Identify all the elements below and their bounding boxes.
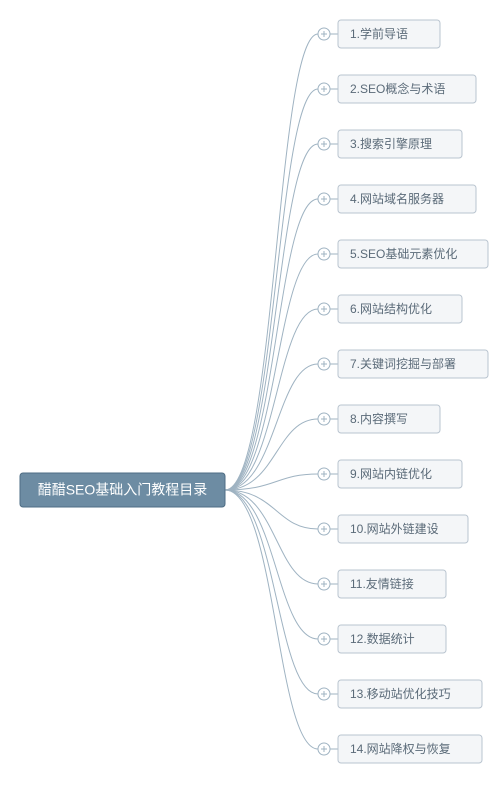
expand-icon[interactable] (318, 633, 330, 645)
expand-icon[interactable] (318, 138, 330, 150)
child-node-label: 14.网站降权与恢复 (350, 742, 451, 756)
child-node[interactable]: 9.网站内链优化 (338, 460, 462, 488)
connector (225, 490, 318, 749)
connector (225, 490, 318, 694)
child-node-label: 3.搜索引擎原理 (350, 136, 432, 151)
expand-icon[interactable] (318, 578, 330, 590)
connector (225, 490, 318, 584)
expand-icon[interactable] (318, 523, 330, 535)
root-node-label: 醋醋SEO基础入门教程目录 (38, 482, 208, 498)
expand-icon[interactable] (318, 28, 330, 40)
expand-icon[interactable] (318, 358, 330, 370)
child-node[interactable]: 12.数据统计 (338, 625, 446, 653)
child-node-label: 6.网站结构优化 (350, 301, 432, 316)
expand-icon[interactable] (318, 303, 330, 315)
connector (225, 490, 318, 639)
child-node-label: 12.数据统计 (350, 631, 415, 646)
mindmap-diagram: 醋醋SEO基础入门教程目录 1.学前导语 2.SEO概念与术语 3.搜索引擎原理 4.网… (0, 0, 500, 793)
connector (225, 364, 318, 490)
connector (225, 309, 318, 490)
child-node[interactable]: 14.网站降权与恢复 (338, 735, 482, 763)
child-node[interactable]: 8.内容撰写 (338, 405, 440, 433)
child-node-label: 8.内容撰写 (350, 411, 408, 426)
child-node[interactable]: 1.学前导语 (338, 20, 440, 48)
connector (225, 254, 318, 490)
expand-icon[interactable] (318, 248, 330, 260)
expand-icon[interactable] (318, 743, 330, 755)
root-node[interactable]: 醋醋SEO基础入门教程目录 (20, 473, 225, 507)
child-node-label: 13.移动站优化技巧 (350, 687, 451, 701)
child-node-label: 7.关键词挖掘与部署 (350, 356, 456, 371)
expand-icon[interactable] (318, 193, 330, 205)
child-node[interactable]: 7.关键词挖掘与部署 (338, 350, 488, 378)
expand-icon[interactable] (318, 83, 330, 95)
expand-icon[interactable] (318, 468, 330, 480)
child-node[interactable]: 13.移动站优化技巧 (338, 680, 482, 708)
child-node[interactable]: 6.网站结构优化 (338, 295, 462, 323)
child-node-label: 9.网站内链优化 (350, 466, 432, 481)
child-node-label: 11.友情链接 (350, 576, 414, 591)
child-node[interactable]: 4.网站域名服务器 (338, 185, 476, 213)
child-node[interactable]: 11.友情链接 (338, 570, 446, 598)
child-node-label: 10.网站外链建设 (350, 521, 439, 536)
connector (225, 89, 318, 490)
child-node[interactable]: 3.搜索引擎原理 (338, 130, 462, 158)
child-node[interactable]: 10.网站外链建设 (338, 515, 468, 543)
child-node-label: 5.SEO基础元素优化 (350, 247, 457, 261)
expand-icon[interactable] (318, 688, 330, 700)
child-node-label: 1.学前导语 (350, 26, 408, 41)
child-node[interactable]: 5.SEO基础元素优化 (338, 240, 488, 268)
child-node[interactable]: 2.SEO概念与术语 (338, 75, 476, 103)
child-node-label: 4.网站域名服务器 (350, 191, 444, 206)
child-node-label: 2.SEO概念与术语 (350, 81, 445, 96)
expand-icon[interactable] (318, 413, 330, 425)
